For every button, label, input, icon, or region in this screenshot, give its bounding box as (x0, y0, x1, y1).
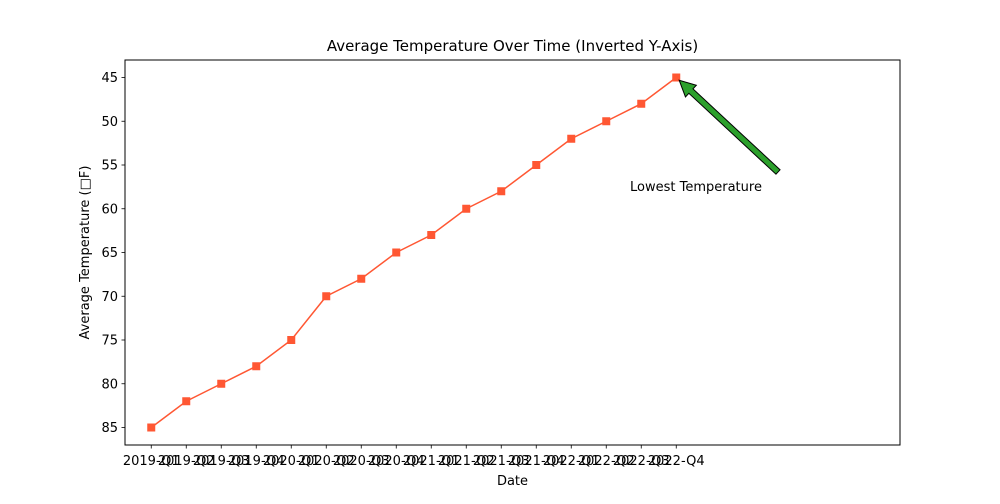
x-tick-label: 2022-Q4 (648, 454, 705, 469)
x-tick-label: 2019-Q4 (228, 454, 285, 469)
data-point (357, 274, 366, 283)
x-tick-label: 2022-Q2 (578, 454, 635, 469)
x-tick-label: 2022-Q1 (543, 454, 600, 469)
data-point (217, 379, 226, 388)
data-point (462, 204, 471, 213)
plot-frame (124, 59, 901, 446)
y-tick-label: 50 (101, 115, 118, 130)
data-point (252, 362, 261, 371)
y-tick-label: 70 (101, 290, 118, 305)
x-tick-label: 2021-Q3 (473, 454, 530, 469)
y-tick-label: 55 (101, 159, 118, 174)
annotation-label: Lowest Temperature (630, 180, 762, 195)
data-point (392, 248, 401, 257)
x-tick-label: 2021-Q4 (508, 454, 565, 469)
data-point (497, 187, 506, 196)
y-axis-label: Average Temperature (□F) (78, 166, 93, 340)
y-tick-label: 60 (101, 202, 118, 217)
y-tick-label: 80 (101, 377, 118, 392)
x-tick-label: 2020-Q3 (333, 454, 390, 469)
x-axis-label: Date (497, 474, 528, 489)
series-line (150, 76, 677, 429)
y-tick-label: 85 (101, 421, 118, 436)
data-point (322, 292, 331, 301)
data-point (532, 161, 541, 169)
data-point (147, 423, 156, 432)
y-tick-label: 75 (101, 334, 118, 349)
x-tick-label: 2020-Q2 (298, 454, 355, 469)
x-tick-label: 2019-Q3 (193, 454, 250, 469)
x-tick-label: 2019-Q1 (123, 454, 180, 469)
data-point (602, 117, 611, 126)
data-point (672, 73, 681, 82)
data-point (182, 397, 191, 406)
x-tick-label: 2020-Q4 (368, 454, 425, 469)
y-tick-label: 65 (101, 246, 118, 261)
annotation-arrow (678, 79, 781, 175)
x-tick-label: 2021-Q2 (438, 454, 495, 469)
x-tick-label: 2021-Q1 (403, 454, 460, 469)
data-point (287, 336, 296, 344)
x-tick-label: 2020-Q1 (263, 454, 320, 469)
data-point (427, 231, 436, 239)
data-point (637, 99, 646, 108)
plot-area (147, 73, 681, 432)
x-tick-label: 2019-Q2 (158, 454, 215, 469)
x-tick-label: 2022-Q3 (613, 454, 670, 469)
data-point (567, 134, 576, 143)
chart-title: Average Temperature Over Time (Inverted … (327, 37, 698, 55)
y-tick-label: 45 (101, 71, 118, 86)
